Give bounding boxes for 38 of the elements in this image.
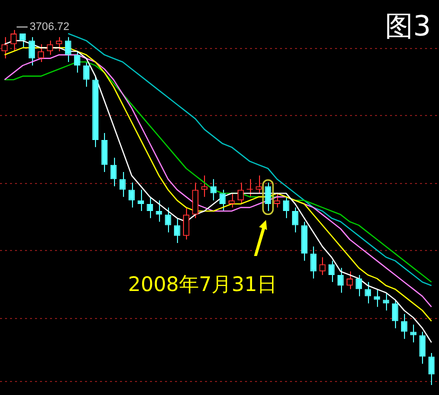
candlestick bbox=[110, 157, 117, 187]
candlestick bbox=[164, 207, 172, 233]
candlestick bbox=[192, 182, 198, 219]
annotation: 3706.72 bbox=[30, 21, 70, 34]
candlestick bbox=[210, 178, 217, 201]
candlestick bbox=[74, 50, 80, 74]
candlestick bbox=[401, 314, 408, 340]
candlestick bbox=[28, 36, 35, 66]
candlestick bbox=[292, 207, 298, 233]
candlestick bbox=[328, 260, 335, 283]
candlestick bbox=[310, 246, 317, 279]
candlestick bbox=[228, 192, 235, 208]
candlestick bbox=[282, 196, 290, 219]
candlestick bbox=[337, 267, 344, 294]
candlestick bbox=[101, 132, 108, 172]
candlestick bbox=[174, 218, 180, 244]
candlestick bbox=[319, 256, 326, 276]
candlestick bbox=[256, 175, 262, 194]
candlestick bbox=[238, 182, 244, 204]
candlestick bbox=[410, 324, 416, 343]
candlestick bbox=[138, 189, 144, 212]
candlestick bbox=[83, 61, 90, 88]
candlestick bbox=[10, 30, 17, 52]
candlestick bbox=[64, 36, 72, 62]
candlestick bbox=[356, 274, 362, 297]
candlestick bbox=[364, 282, 372, 304]
annotation: 2008年7月31日 bbox=[128, 272, 278, 296]
candlestick bbox=[219, 189, 226, 212]
candlestick bbox=[46, 40, 54, 56]
candlestick bbox=[392, 299, 398, 329]
candlestick bbox=[264, 182, 272, 212]
candlestick bbox=[428, 352, 435, 386]
candlestick bbox=[119, 172, 126, 198]
candlestick bbox=[201, 175, 208, 198]
candlestick bbox=[128, 182, 135, 208]
candlestick bbox=[419, 331, 426, 364]
chart-title: 图3 bbox=[385, 9, 431, 42]
candlestick bbox=[183, 207, 190, 240]
